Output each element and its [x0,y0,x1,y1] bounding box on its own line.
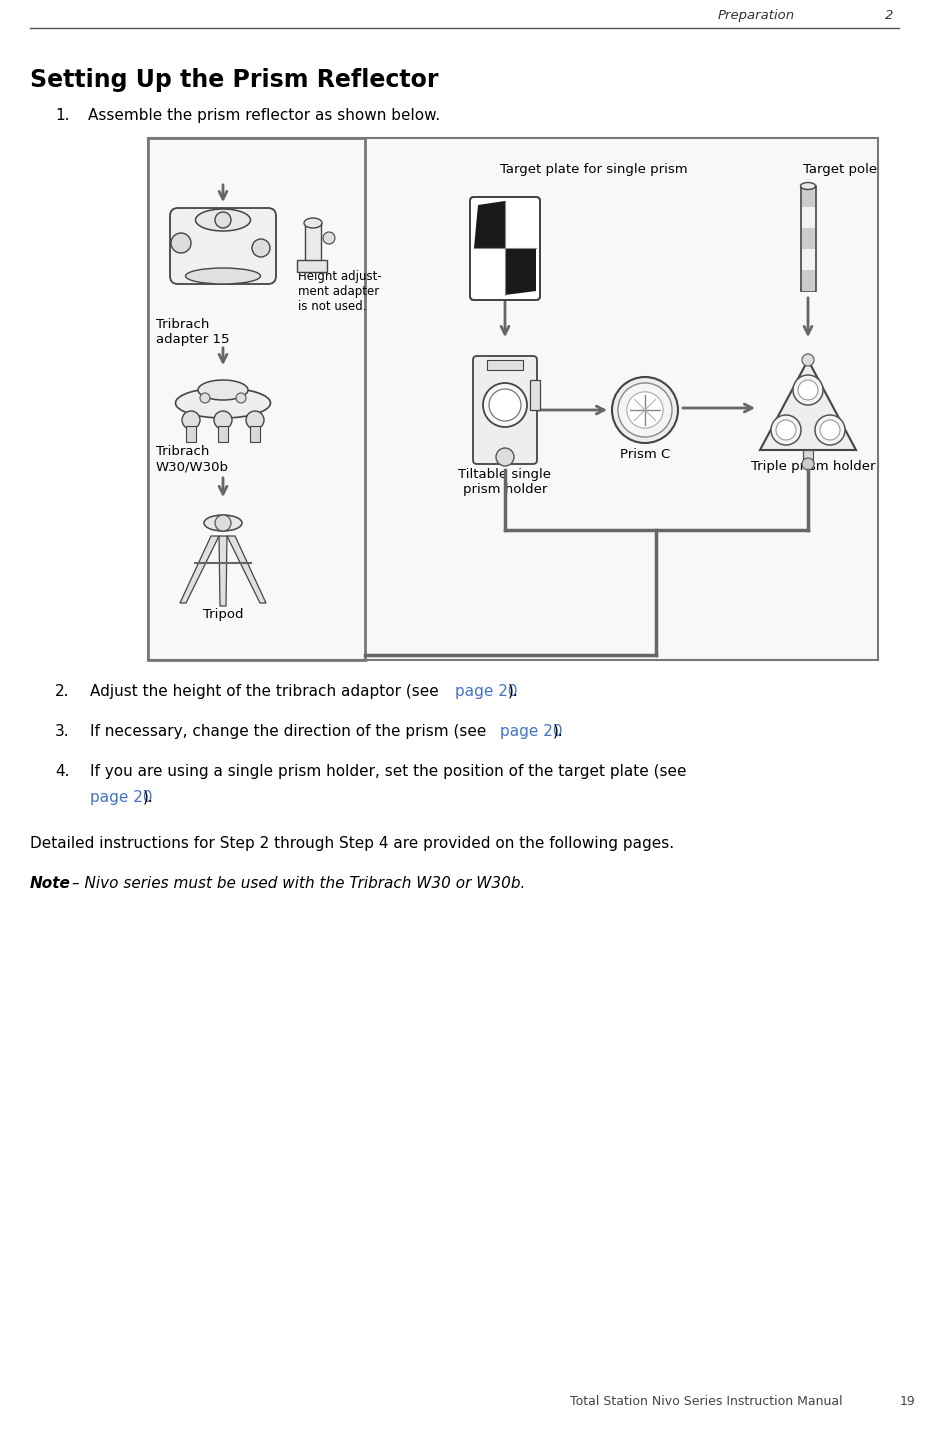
Bar [486,360,522,370]
Polygon shape [219,536,226,606]
Text: ).: ). [508,684,518,699]
Circle shape [801,355,813,366]
Text: Detailed instructions for Step 2 through Step 4 are provided on the following pa: Detailed instructions for Step 2 through… [30,837,674,851]
Polygon shape [473,247,505,295]
Circle shape [775,420,795,440]
Ellipse shape [303,217,322,227]
Text: Total Station Nivo Series Instruction Manual: Total Station Nivo Series Instruction Ma… [570,1396,842,1409]
Text: Target pole: Target pole [802,163,876,176]
FancyBboxPatch shape [170,207,276,285]
Text: Height adjust-
ment adapter
is not used.: Height adjust- ment adapter is not used. [298,270,381,313]
Polygon shape [180,536,219,603]
Circle shape [793,375,822,405]
Polygon shape [473,202,505,247]
Text: Assemble the prism reflector as shown below.: Assemble the prism reflector as shown be… [88,109,440,123]
Ellipse shape [204,515,241,531]
Bar [186,426,196,442]
Text: ).: ). [552,724,563,739]
Bar [297,260,327,272]
Circle shape [626,392,663,428]
Circle shape [236,393,246,403]
Bar [250,426,260,442]
Circle shape [213,410,232,429]
Text: 3.: 3. [55,724,70,739]
Text: Triple prism holder: Triple prism holder [750,460,874,473]
Circle shape [182,410,200,429]
Circle shape [171,233,191,253]
Bar [802,450,812,463]
Bar [304,223,321,263]
Text: 2.: 2. [55,684,70,699]
FancyBboxPatch shape [470,197,539,300]
Text: Note: Note [30,877,71,891]
Text: Tiltable single
prism holder: Tiltable single prism holder [458,468,551,496]
Circle shape [801,458,813,470]
Text: – Nivo series must be used with the Tribrach W30 or W30b.: – Nivo series must be used with the Trib… [72,877,525,891]
Circle shape [323,232,335,245]
Ellipse shape [175,388,270,418]
Polygon shape [226,536,265,603]
Polygon shape [759,360,855,450]
Text: Setting Up the Prism Reflector: Setting Up the Prism Reflector [30,69,438,92]
Circle shape [819,420,839,440]
Circle shape [200,393,210,403]
Circle shape [214,212,231,227]
Circle shape [797,380,818,400]
Circle shape [496,448,513,466]
Text: Prism C: Prism C [619,448,669,460]
Polygon shape [505,247,535,295]
Text: ).: ). [143,789,154,805]
Text: Target plate for single prism: Target plate for single prism [499,163,687,176]
Circle shape [214,515,231,531]
Text: 4.: 4. [55,764,70,779]
Circle shape [617,383,671,438]
Circle shape [251,239,270,257]
Circle shape [483,383,526,428]
Text: 19: 19 [899,1396,915,1409]
Bar [801,270,814,290]
Text: 1.: 1. [55,109,70,123]
Text: If necessary, change the direction of the prism (see: If necessary, change the direction of th… [90,724,491,739]
Bar [148,139,365,661]
Bar [801,186,814,207]
Text: Adjust the height of the tribrach adaptor (see: Adjust the height of the tribrach adapto… [90,684,444,699]
Bar [801,227,814,249]
Text: Tribrach
adapter 15: Tribrach adapter 15 [156,317,229,346]
Circle shape [770,415,800,445]
Text: Tripod: Tripod [202,608,243,621]
Text: 2: 2 [883,9,892,21]
Text: If you are using a single prism holder, set the position of the target plate (se: If you are using a single prism holder, … [90,764,686,779]
Ellipse shape [186,267,260,285]
Bar [148,139,877,661]
Ellipse shape [198,380,248,400]
Circle shape [612,378,677,443]
Bar [218,426,227,442]
Text: Preparation: Preparation [717,9,794,21]
Text: page 20: page 20 [499,724,561,739]
Polygon shape [505,202,535,247]
Ellipse shape [800,183,815,190]
Text: page 20: page 20 [90,789,152,805]
Text: page 20: page 20 [455,684,517,699]
Bar [530,380,539,410]
Circle shape [488,389,521,420]
FancyBboxPatch shape [472,356,536,463]
Bar [800,186,815,290]
Text: Tribrach
W30/W30b: Tribrach W30/W30b [156,445,229,473]
Circle shape [814,415,844,445]
Ellipse shape [195,209,251,232]
Circle shape [246,410,264,429]
